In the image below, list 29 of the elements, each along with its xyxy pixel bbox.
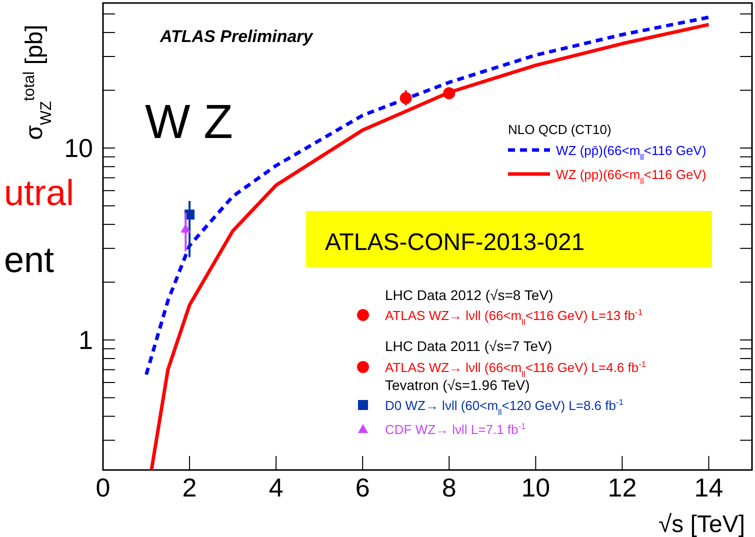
y-tick-label: 1 bbox=[78, 324, 93, 355]
x-tick-label: 2 bbox=[182, 472, 197, 502]
annotation: ATLAS Preliminary bbox=[159, 27, 314, 46]
annotation: LHC Data 2012 (√s=8 TeV) bbox=[385, 287, 554, 303]
x-tick-label: 0 bbox=[96, 472, 110, 502]
annotation: Tevatron (√s=1.96 TeV) bbox=[385, 377, 530, 393]
legend-label: ATLAS WZ→ lνll (66<m$_{ll}$<116 GeV) L=4.6 fb$^{-1}$ bbox=[385, 359, 646, 379]
annotation: ATLAS-CONF-2013-021 bbox=[325, 229, 585, 256]
legend-label: ATLAS WZ→ lνll (66<m$_{ll}$<116 GeV) L=13 fb$^{-1}$ bbox=[385, 307, 643, 327]
x-tick-label: 4 bbox=[268, 472, 284, 502]
legend-label: D0 WZ→ lνll (60<m$_{ll}$<120 GeV) L=8.6 fb$^{-1}$ bbox=[385, 397, 624, 417]
point bbox=[400, 92, 412, 104]
text: ent bbox=[4, 239, 54, 280]
x-axis-title: √s [TeV] bbox=[658, 511, 745, 537]
x-tick-label: 6 bbox=[355, 472, 370, 502]
legend-label: CDF WZ→ lνll L=7.1 fb$^{-1}$ bbox=[385, 421, 526, 437]
legend-label: WZ (pp)(66<m$_{ll}$<116 GeV) bbox=[556, 167, 706, 186]
x-tick-label: 8 bbox=[442, 472, 456, 502]
point bbox=[443, 87, 456, 100]
annotation: LHC Data 2011 (√s=7 TeV) bbox=[385, 338, 552, 354]
legend-label: WZ (pp̄)(66<m$_{ll}$<116 GeV) bbox=[556, 143, 706, 162]
line-series bbox=[144, 16, 710, 376]
x-tick-label: 14 bbox=[694, 472, 724, 502]
text: utral bbox=[4, 172, 74, 213]
point bbox=[180, 224, 191, 233]
annotation: W Z bbox=[145, 96, 233, 149]
legend-title: NLO QCD (CT10) bbox=[508, 122, 612, 137]
x-tick-label: 12 bbox=[608, 472, 637, 502]
x-tick-label: 10 bbox=[521, 472, 550, 502]
